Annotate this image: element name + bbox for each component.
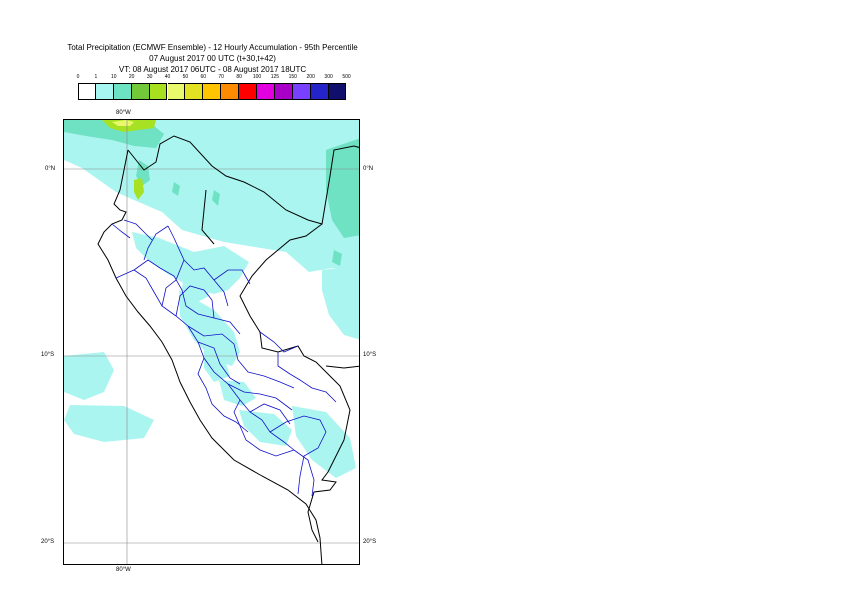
precipitation-map[interactable] — [64, 120, 360, 565]
legend-tick-label: 30 — [146, 74, 153, 80]
lat-label-left-20: 20°S — [41, 539, 55, 545]
legend-tick-label: 500 — [342, 74, 351, 80]
lat-label-right-0: 0°N — [363, 166, 374, 172]
lat-label-right-10: 10°S — [363, 352, 377, 358]
legend-color-swatch — [257, 83, 275, 100]
legend-tick-label: 1 — [94, 74, 98, 80]
legend-tick-label: 0 — [76, 74, 80, 80]
lon-label-bottom: 80°W — [116, 567, 131, 573]
legend-tick-label: 100 — [252, 74, 262, 80]
legend-color-swatch — [274, 83, 293, 100]
legend-tick-label: 10 — [111, 74, 117, 80]
legend-color-swatch — [328, 83, 347, 100]
lat-label-left-0: 0°N — [45, 166, 56, 172]
legend-color-swatch — [221, 83, 240, 100]
legend-tick-label: 80 — [236, 74, 242, 80]
legend-color-swatch — [78, 83, 96, 100]
legend-color-swatch — [131, 83, 150, 100]
legend-color-swatch — [239, 83, 257, 100]
base-time-subtitle: 07 August 2017 00 UTC (t+30,t+42) — [149, 54, 276, 63]
lat-label-right-20: 20°S — [363, 539, 377, 545]
legend-color-swatch — [167, 83, 186, 100]
legend-tick-label: 40 — [164, 74, 171, 80]
legend-tick-label: 50 — [182, 74, 189, 80]
admin-regions — [111, 219, 337, 497]
map-title: Total Precipitation (ECMWF Ensemble) - 1… — [67, 43, 358, 52]
precip-yellow-area — [112, 120, 134, 126]
map-panel[interactable] — [63, 119, 360, 565]
lat-label-left-10: 10°S — [41, 352, 55, 358]
legend-color-swatch — [203, 83, 222, 100]
precip-light-area — [64, 120, 359, 478]
legend-color-swatch — [113, 83, 132, 100]
coastline-borders — [97, 135, 359, 564]
color-legend: 0 1 10 20 30 40 50 60 70 80 100 125 150 200 300 500 — [70, 74, 360, 104]
legend-tick-label: 125 — [270, 74, 280, 80]
legend-color-swatch — [95, 83, 114, 100]
legend-tick-label: 150 — [288, 74, 297, 80]
legend-tick-label: 70 — [218, 74, 224, 80]
legend-color-swatch — [292, 83, 311, 100]
legend-color-swatch — [310, 83, 329, 100]
valid-time-subtitle: VT: 08 August 2017 06UTC - 08 August 201… — [118, 65, 307, 74]
legend-tick-label: 200 — [306, 74, 315, 80]
legend-color-swatch — [185, 83, 204, 100]
legend-tick-label: 20 — [128, 74, 135, 80]
lon-label-top: 80°W — [116, 110, 131, 116]
legend-tick-label: 300 — [324, 74, 333, 80]
legend-color-swatch — [149, 83, 168, 100]
legend-tick-label: 60 — [200, 74, 207, 80]
graticule — [64, 120, 359, 564]
